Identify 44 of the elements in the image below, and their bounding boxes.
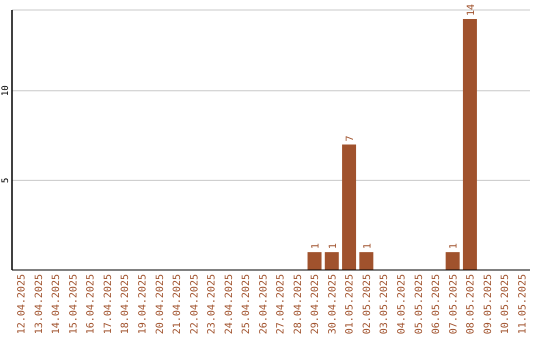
x-tick-label: 07.05.2025 (448, 274, 460, 334)
x-tick-label: 04.05.2025 (396, 274, 408, 334)
x-tick-label: 05.05.2025 (414, 274, 425, 334)
x-tick-label: 08.05.2025 (466, 274, 477, 334)
x-tick-label: 17.04.2025 (102, 274, 114, 334)
bar (359, 252, 374, 270)
x-tick-label: 02.05.2025 (362, 274, 373, 334)
x-tick-label: 15.04.2025 (68, 274, 80, 334)
x-tick-label: 12.04.2025 (16, 274, 28, 334)
x-tick-label: 24.04.2025 (224, 274, 235, 334)
x-tick-label: 10.05.2025 (500, 274, 512, 334)
bar (462, 18, 477, 270)
data-label: 1 (448, 243, 460, 250)
bar (308, 252, 322, 270)
y-tick-label: 5 (1, 178, 11, 184)
bar (446, 252, 460, 270)
data-label: 1 (328, 243, 339, 250)
bar (342, 144, 356, 270)
x-tick-label: 18.04.2025 (120, 274, 132, 334)
x-tick-label: 14.04.2025 (51, 274, 62, 334)
data-label: 1 (310, 243, 322, 250)
data-label: 1 (362, 243, 374, 250)
x-tick-label: 28.04.2025 (292, 274, 304, 334)
x-tick-label: 29.04.2025 (310, 274, 322, 334)
x-tick-label: 30.04.2025 (327, 274, 338, 334)
x-tick-label: 26.04.2025 (258, 274, 270, 334)
bar (324, 252, 339, 270)
x-tick-label: 23.04.2025 (206, 274, 218, 334)
x-tick-label: 03.05.2025 (379, 274, 390, 334)
x-tick-label: 25.04.2025 (241, 274, 252, 334)
x-tick-label: 19.04.2025 (138, 274, 148, 334)
x-tick-label: 27.04.2025 (276, 274, 287, 334)
data-label: 7 (345, 135, 356, 142)
x-tick-label: 09.05.2025 (482, 274, 494, 334)
x-tick-label: 06.05.2025 (431, 274, 442, 334)
y-tick-label: 10 (1, 85, 11, 96)
x-tick-label: 11.05.2025 (517, 274, 528, 334)
x-tick-label: 21.04.2025 (172, 274, 184, 334)
x-tick-label: 20.04.2025 (154, 274, 166, 334)
x-tick-label: 16.04.2025 (86, 274, 97, 334)
x-tick-label: 22.04.2025 (189, 274, 200, 334)
x-tick-label: 01.05.2025 (344, 274, 356, 334)
data-label: 14 (466, 4, 477, 16)
x-tick-label: 13.04.2025 (34, 274, 45, 334)
